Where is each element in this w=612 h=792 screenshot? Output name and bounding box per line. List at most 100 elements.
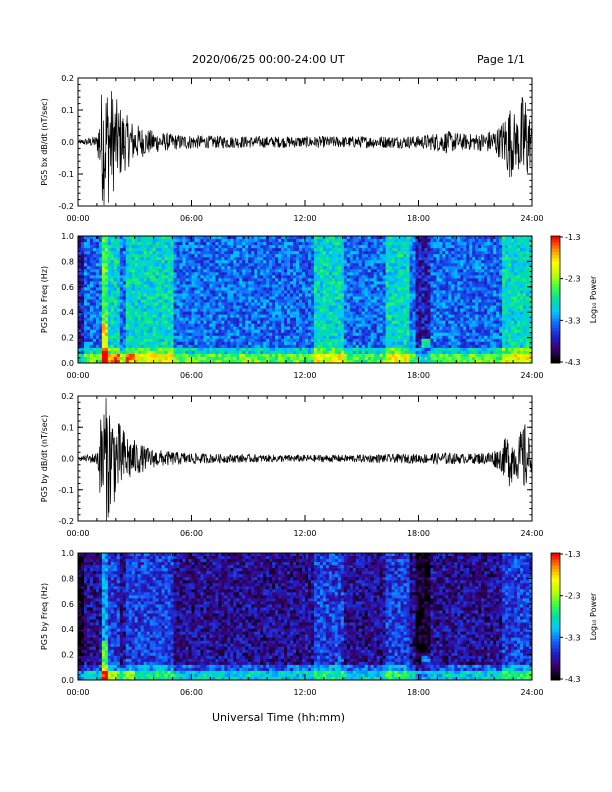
spectrogram-cell	[86, 269, 91, 273]
spectrogram-cell	[287, 248, 291, 252]
spectrogram-cell	[209, 308, 213, 312]
spectrogram-cell	[370, 317, 375, 322]
spectrogram-cell	[391, 236, 396, 240]
spectrogram-cell	[364, 308, 369, 312]
spectrogram-cell	[113, 356, 118, 361]
spectrogram-cell	[230, 272, 234, 276]
spectrogram-cell	[260, 245, 264, 249]
spectrogram-cell	[272, 239, 276, 243]
spectrogram-cell	[275, 311, 279, 316]
spectrogram-cell	[293, 335, 297, 340]
spectrogram-cell	[263, 305, 267, 309]
spectrogram-cell	[104, 248, 109, 252]
spectrogram-cell	[158, 284, 163, 288]
spectrogram-cell	[128, 281, 133, 285]
spectrogram-cell	[391, 251, 396, 255]
spectrogram-cell	[302, 326, 306, 331]
spectrogram-cell	[128, 245, 133, 249]
spectrogram-cell	[385, 305, 390, 309]
spectrogram-cell	[319, 254, 324, 258]
spectrogram-cell	[260, 317, 264, 322]
spectrogram-cell	[316, 317, 321, 322]
spectrogram-cell	[110, 269, 115, 273]
spectrogram-cell	[281, 308, 285, 312]
spectrogram-cell	[349, 335, 354, 340]
spectrogram-cell	[161, 341, 166, 346]
spectrogram-cell	[322, 254, 327, 258]
spectrogram-cell	[406, 278, 410, 282]
spectrogram-cell	[239, 245, 243, 249]
spectrogram-cell	[355, 311, 360, 316]
spectrogram-cell	[125, 347, 130, 352]
spectrogram-cell	[158, 305, 163, 309]
spectrogram-cell	[281, 311, 285, 316]
spectrogram-cell	[296, 314, 300, 319]
spectrogram-cell	[194, 335, 198, 340]
spectrogram-cell	[212, 326, 216, 331]
spectrogram-cell	[328, 251, 333, 255]
spectrogram-cell	[382, 290, 387, 294]
spectrogram-cell	[191, 308, 195, 312]
spectrogram-cell	[86, 254, 91, 258]
spectrogram-cell	[191, 278, 195, 282]
spectrogram-cell	[337, 293, 342, 297]
spectrogram-cell	[385, 239, 390, 243]
spectrogram-cell	[293, 272, 297, 276]
spectrogram-cell	[209, 287, 213, 291]
spectrogram-cell	[218, 329, 222, 334]
spectrogram-cell	[185, 242, 189, 246]
spectrogram-cell	[409, 257, 413, 261]
spectrogram-cell	[400, 335, 404, 340]
spectrogram-cell	[334, 242, 339, 246]
spectrogram-cell	[364, 254, 369, 258]
spectrogram-cell	[143, 341, 148, 346]
spectrogram-cell	[319, 317, 324, 322]
spectrogram-cell	[290, 275, 294, 279]
spectrogram-cell	[146, 287, 151, 291]
spectrogram-cell	[257, 248, 261, 252]
spectrogram-cell	[167, 329, 171, 334]
spectrogram-cell	[287, 254, 291, 258]
spectrogram-cell	[113, 251, 118, 255]
spectrogram-cell	[385, 335, 390, 340]
spectrogram-cell	[119, 323, 124, 328]
spectrogram-cell	[113, 305, 118, 309]
spectrogram-cell	[370, 257, 375, 261]
spectrogram-cell	[78, 281, 82, 285]
spectrogram-cell	[86, 329, 91, 334]
spectrogram-cell	[224, 260, 228, 264]
spectrogram-cell	[218, 272, 222, 276]
spectrogram-cell	[281, 356, 285, 361]
spectrogram-cell	[188, 341, 192, 346]
spectrogram-cell	[221, 278, 225, 282]
spectrogram-cell	[95, 305, 100, 309]
spectrogram-cell	[191, 239, 195, 243]
y-tick-label: -0.1	[58, 170, 74, 179]
spectrogram-cell	[89, 338, 94, 343]
spectrogram-cell	[358, 332, 363, 337]
spectrogram-cell	[146, 263, 151, 267]
spectrogram-cell	[284, 341, 288, 346]
spectrogram-cell	[415, 278, 419, 282]
spectrogram-cell	[290, 329, 294, 334]
spectrogram-cell	[218, 314, 222, 319]
spectrogram-cell	[215, 338, 219, 343]
spectrogram-cell	[104, 257, 109, 261]
spectrogram-cell	[119, 239, 124, 243]
spectrogram-cell	[137, 347, 142, 352]
spectrogram-cell	[158, 239, 163, 243]
spectrogram-cell	[245, 278, 249, 282]
spectrogram-cell	[158, 296, 163, 300]
spectrogram-cell	[92, 302, 97, 306]
spectrogram-cell	[218, 326, 222, 331]
spectrogram-cell	[200, 254, 204, 258]
spectrogram-cell	[206, 320, 210, 325]
spectrogram-cell	[176, 311, 180, 316]
spectrogram-cell	[316, 299, 321, 303]
spectrogram-cell	[269, 275, 273, 279]
spectrogram-cell	[346, 335, 351, 340]
spectrogram-cell	[418, 332, 422, 337]
spectrogram-cell	[343, 251, 348, 255]
spectrogram-cell	[152, 299, 157, 303]
spectrogram-cell	[131, 356, 136, 361]
